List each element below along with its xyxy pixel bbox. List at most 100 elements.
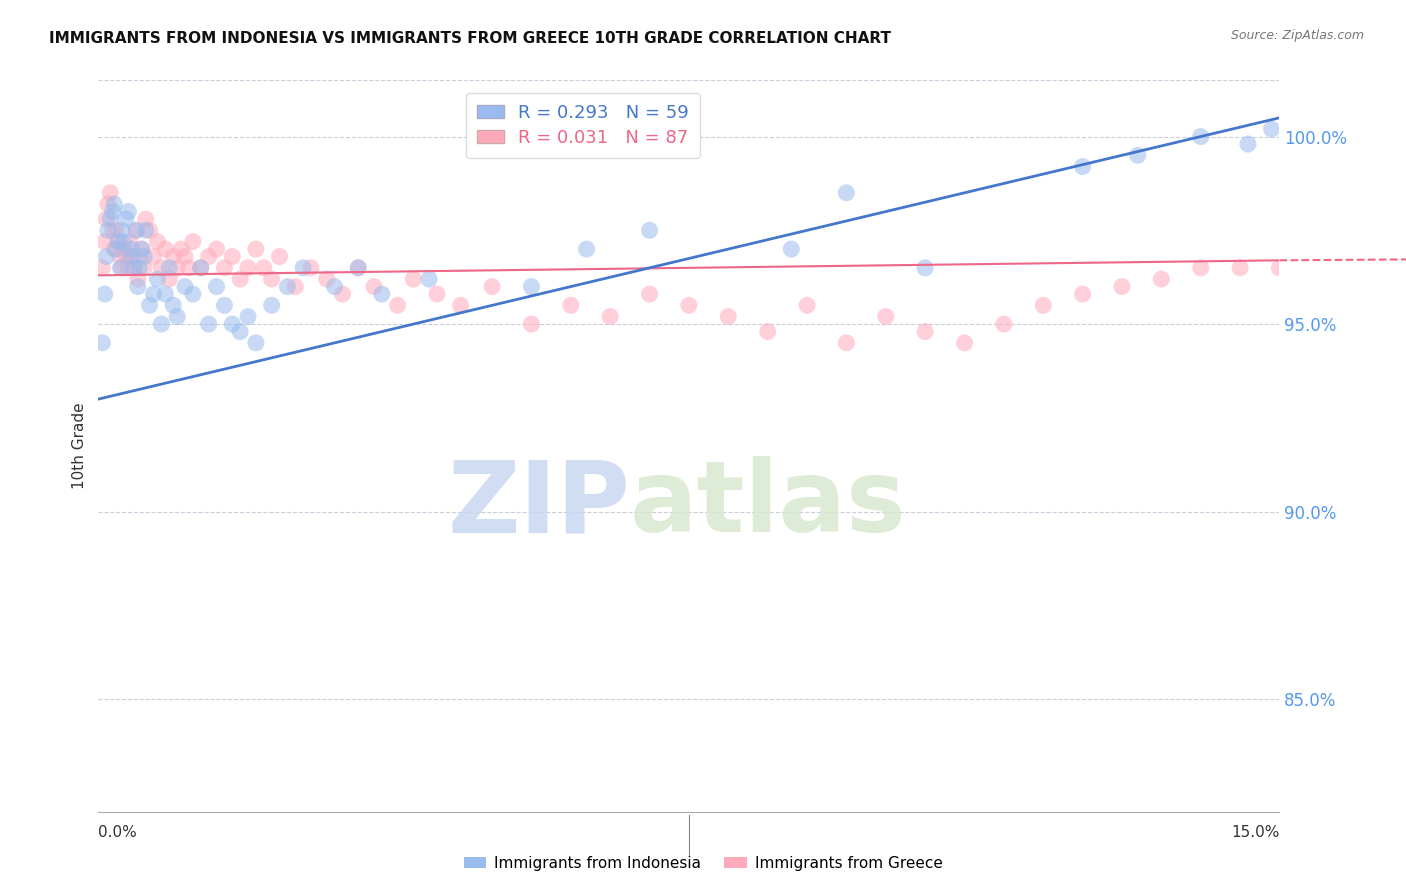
Point [245,335,267,350]
Point [1189,129,1212,144]
Point [181,287,204,301]
Point [260,298,283,312]
Point [117,260,139,275]
Point [560,298,582,312]
Point [131,242,153,256]
Point [993,317,1015,331]
Point [253,260,276,275]
Point [132,260,155,275]
Point [97,197,120,211]
Point [520,317,543,331]
Point [347,260,370,275]
Point [121,242,143,256]
Point [875,310,897,324]
Text: 0.0%: 0.0% [98,825,138,840]
Point [181,235,204,249]
Point [115,250,138,264]
Point [481,279,503,293]
Point [426,287,449,301]
Point [1126,148,1149,162]
Text: ZIP: ZIP [447,456,630,553]
Point [128,250,150,264]
Point [111,223,134,237]
Point [1032,298,1054,312]
Point [269,250,291,264]
Text: IMMIGRANTS FROM INDONESIA VS IMMIGRANTS FROM GREECE 10TH GRADE CORRELATION CHART: IMMIGRANTS FROM INDONESIA VS IMMIGRANTS … [49,31,891,46]
Point [104,242,127,256]
Point [170,242,193,256]
Point [221,250,243,264]
Point [1229,260,1251,275]
Point [93,287,115,301]
Point [1268,260,1291,275]
Point [96,250,118,264]
Text: atlas: atlas [630,456,907,553]
Point [197,250,219,264]
Point [101,204,124,219]
Point [98,186,121,200]
Point [125,223,148,237]
Point [150,317,173,331]
Point [205,242,228,256]
Point [315,272,337,286]
Point [332,287,354,301]
Point [146,272,169,286]
Point [112,235,135,249]
Point [157,260,180,275]
Point [97,223,120,237]
Point [260,272,283,286]
Text: 15.0%: 15.0% [1232,825,1279,840]
Point [103,242,125,256]
Point [177,260,200,275]
Legend: R = 0.293   N = 59, R = 0.031   N = 87: R = 0.293 N = 59, R = 0.031 N = 87 [465,93,700,158]
Point [717,310,740,324]
Point [678,298,700,312]
Point [112,242,135,256]
Point [347,260,370,275]
Point [284,279,307,293]
Point [371,287,394,301]
Point [117,204,139,219]
Point [214,260,236,275]
Point [387,298,409,312]
Point [190,260,212,275]
Point [780,242,803,256]
Point [174,250,197,264]
Point [135,223,157,237]
Point [1189,260,1212,275]
Point [115,212,138,227]
Point [236,260,259,275]
Legend: Immigrants from Indonesia, Immigrants from Greece: Immigrants from Indonesia, Immigrants fr… [457,850,949,877]
Point [122,260,145,275]
Point [1260,122,1282,136]
Text: Source: ZipAtlas.com: Source: ZipAtlas.com [1230,29,1364,42]
Point [276,279,298,293]
Point [138,298,160,312]
Point [91,260,114,275]
Point [125,223,148,237]
Point [155,287,177,301]
Point [127,272,149,286]
Point [520,279,543,293]
Point [221,317,243,331]
Point [1237,136,1260,151]
Point [91,335,114,350]
Point [214,298,236,312]
Point [118,235,141,249]
Point [132,250,155,264]
Point [174,279,197,293]
Point [229,272,252,286]
Point [323,279,346,293]
Point [142,250,165,264]
Point [162,298,184,312]
Point [166,260,188,275]
Point [638,287,661,301]
Point [146,235,169,249]
Point [96,212,118,227]
Point [138,223,160,237]
Y-axis label: 10th Grade: 10th Grade [72,402,87,490]
Point [101,223,124,237]
Point [162,250,184,264]
Point [575,242,598,256]
Point [150,260,173,275]
